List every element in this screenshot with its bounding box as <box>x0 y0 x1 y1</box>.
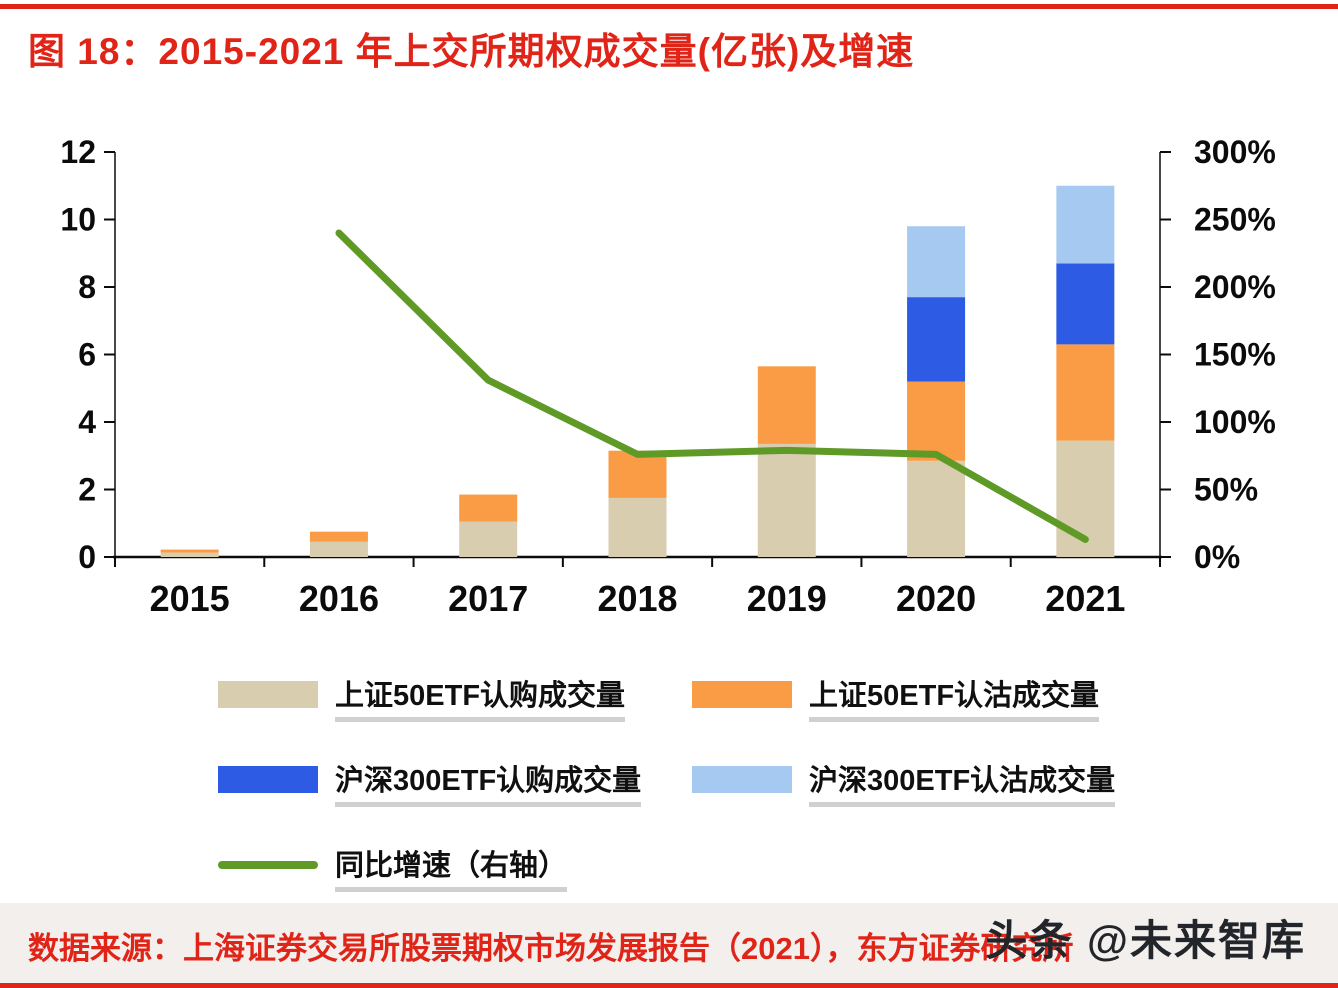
legend-item-50etf-put: 上证50ETF认沽成交量 <box>692 672 1166 717</box>
legend-swatch-blue <box>218 766 318 793</box>
svg-text:300%: 300% <box>1194 134 1276 170</box>
stacked-bars <box>160 185 1115 557</box>
y-axis-left: 0 2 4 6 8 10 12 <box>60 134 115 575</box>
legend-item-300etf-put: 沪深300ETF认沽成交量 <box>692 757 1166 802</box>
svg-text:2016: 2016 <box>299 578 379 619</box>
legend-label: 上证50ETF认购成交量 <box>335 672 625 717</box>
svg-text:0%: 0% <box>1194 539 1240 575</box>
source-strip: 数据来源：上海证券交易所股票期权市场发展报告（2021），东方证券研究所 <box>0 903 1338 988</box>
svg-text:10: 10 <box>60 202 96 238</box>
legend-swatch-tan <box>218 681 318 708</box>
svg-text:0: 0 <box>78 539 96 575</box>
svg-text:2: 2 <box>78 472 96 508</box>
watermark: 头条 @未来智库 <box>985 917 1306 964</box>
legend-label: 上证50ETF认沽成交量 <box>809 672 1099 717</box>
svg-text:2020: 2020 <box>896 578 976 619</box>
x-axis-labels: 2015 2016 2017 2018 2019 2020 2021 <box>150 578 1126 619</box>
legend-swatch-green-line <box>218 860 318 869</box>
legend-swatch-orange <box>692 681 792 708</box>
svg-text:2015: 2015 <box>150 578 230 619</box>
legend-row-3: 同比增速（右轴） <box>218 842 1166 887</box>
legend-label: 同比增速（右轴） <box>335 842 567 887</box>
legend-row-2: 沪深300ETF认购成交量 沪深300ETF认沽成交量 <box>218 757 1166 802</box>
svg-text:200%: 200% <box>1194 269 1276 305</box>
bottom-rule <box>0 983 1338 988</box>
svg-text:50%: 50% <box>1194 472 1258 508</box>
svg-text:100%: 100% <box>1194 404 1276 440</box>
svg-text:6: 6 <box>78 337 96 373</box>
legend-swatch-lightblue <box>692 766 792 793</box>
svg-text:2017: 2017 <box>448 578 528 619</box>
legend-item-50etf-call: 上证50ETF认购成交量 <box>218 672 692 717</box>
svg-text:150%: 150% <box>1194 337 1276 373</box>
legend-label: 沪深300ETF认购成交量 <box>335 757 641 802</box>
legend-row-1: 上证50ETF认购成交量 上证50ETF认沽成交量 <box>218 672 1166 717</box>
svg-text:4: 4 <box>78 404 96 440</box>
top-rule <box>0 4 1338 9</box>
growth-line <box>335 229 1089 543</box>
legend-label: 沪深300ETF认沽成交量 <box>809 757 1115 802</box>
y-axis-right: 0% 50% 100% 150% 200% 250% 300% <box>1160 134 1276 575</box>
legend: 上证50ETF认购成交量 上证50ETF认沽成交量 沪深300ETF认购成交量 … <box>218 672 1166 927</box>
svg-text:250%: 250% <box>1194 202 1276 238</box>
source-text: 数据来源：上海证券交易所股票期权市场发展报告（2021），东方证券研究所 <box>28 931 1074 966</box>
legend-item-growth-line: 同比增速（右轴） <box>218 842 692 887</box>
legend-item-300etf-call: 沪深300ETF认购成交量 <box>218 757 692 802</box>
svg-text:8: 8 <box>78 269 96 305</box>
svg-text:12: 12 <box>60 134 96 170</box>
svg-text:2018: 2018 <box>597 578 677 619</box>
figure-title: 图 18：2015-2021 年上交所期权成交量(亿张)及增速 <box>28 31 915 72</box>
svg-text:2021: 2021 <box>1045 578 1125 619</box>
svg-text:2019: 2019 <box>747 578 827 619</box>
